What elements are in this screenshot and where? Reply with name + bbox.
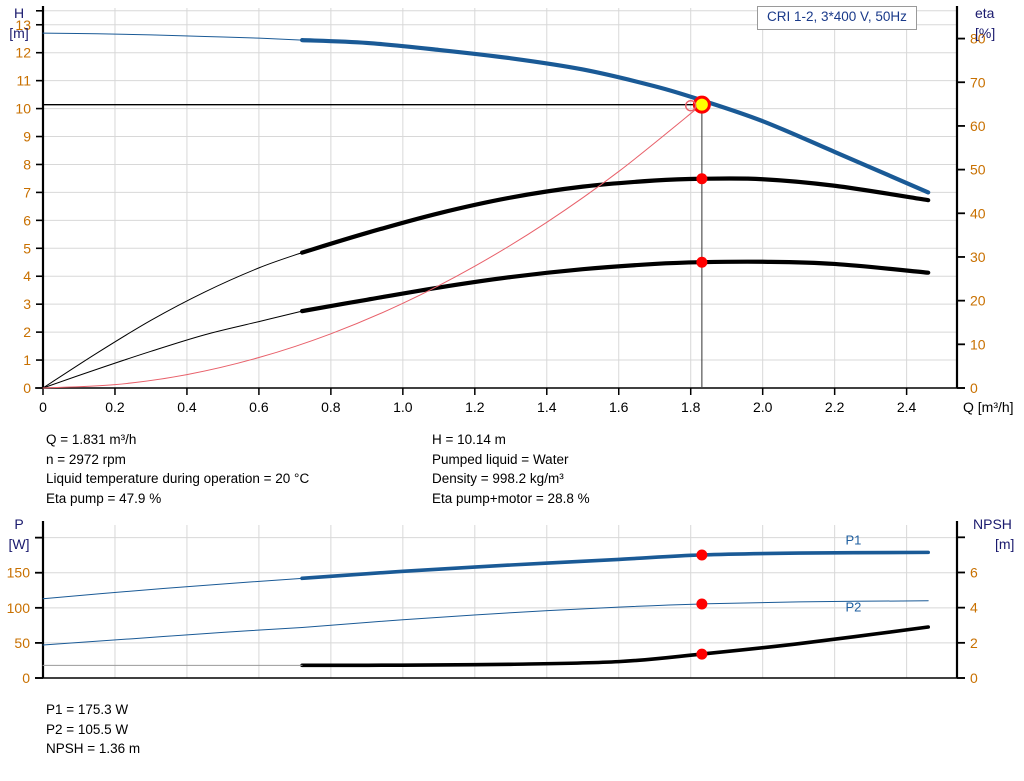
left-axis-tick-label: 50 xyxy=(14,635,30,651)
x-axis-tick-label: 2.2 xyxy=(825,399,845,415)
right-axis-tick-label: 4 xyxy=(970,600,978,616)
left-axis-tick-label: 6 xyxy=(23,212,31,228)
readout-bottom-line: P2 = 105.5 W xyxy=(46,721,129,737)
x-axis-tick-label: 1.0 xyxy=(393,399,413,415)
x-axis-tick-label: 0.6 xyxy=(249,399,269,415)
x-axis-tick-label: 0.8 xyxy=(321,399,341,415)
right-axis-name: eta xyxy=(975,5,995,21)
right-axis-tick-label: 10 xyxy=(970,336,986,352)
left-axis-unit: [W] xyxy=(9,536,30,552)
chart-title-text: CRI 1-2, 3*400 V, 50Hz xyxy=(767,9,907,24)
left-axis-tick-label: 12 xyxy=(15,45,31,61)
readout-bottom-line: P1 = 175.3 W xyxy=(46,702,129,717)
left-axis-tick-label: 150 xyxy=(7,565,31,581)
right-axis-tick-label: 40 xyxy=(970,205,986,221)
left-axis-tick-label: 4 xyxy=(23,268,31,284)
efficiency-point-marker xyxy=(696,173,708,185)
left-axis-tick-label: 5 xyxy=(23,240,31,256)
right-axis-tick-label: 50 xyxy=(970,162,986,178)
x-axis-tick-label: 2.0 xyxy=(753,399,773,415)
left-axis-tick-label: 8 xyxy=(23,156,31,172)
x-axis-tick-label: 1.6 xyxy=(609,399,629,415)
chart-title-box: CRI 1-2, 3*400 V, 50Hz xyxy=(757,6,917,30)
left-axis-tick-label: 0 xyxy=(22,670,30,686)
series-p2-extended xyxy=(42,626,303,646)
readout-right-line: Density = 998.2 kg/m³ xyxy=(432,471,564,486)
right-axis-tick-label: 0 xyxy=(970,670,978,686)
left-axis-tick-label: 9 xyxy=(23,129,31,145)
p2-point-marker xyxy=(696,598,708,610)
series-p1 xyxy=(300,550,931,581)
readout-bottom-column: P1 = 175.3 W P2 = 105.5 W NPSH = 1.36 m xyxy=(46,700,140,759)
duty-point-marker xyxy=(692,95,711,114)
right-axis-tick-label: 30 xyxy=(970,249,986,265)
readout-right-line: Eta pump+motor = 28.8 % xyxy=(432,490,590,506)
x-axis-tick-label: 0.4 xyxy=(177,399,197,415)
left-axis-tick-label: 100 xyxy=(7,600,31,616)
power-npsh-chart: 0 50 100 150 0 2 4 6 P [W] NPSH [m] P1 P2 xyxy=(7,516,1015,686)
left-axis-tick-label: 1 xyxy=(23,352,31,368)
right-axis-tick-label: 70 xyxy=(970,74,986,90)
series-eta-pump-duty-range xyxy=(299,176,931,255)
right-axis-tick-label: 0 xyxy=(970,380,978,396)
x-axis-tick-label: 1.8 xyxy=(681,399,701,415)
bottom-chart-group: 0 50 100 150 0 2 4 6 P [W] NPSH [m] P1 P2 xyxy=(7,516,1015,686)
readout-left-line: Liquid temperature during operation = 20… xyxy=(46,471,310,486)
right-axis-tick-label: 6 xyxy=(970,564,978,580)
left-axis-tick-label: 10 xyxy=(15,101,31,117)
left-axis-name: H xyxy=(14,5,24,21)
series-eta-pump-motor-extended-range xyxy=(42,310,303,389)
series-p1-extended xyxy=(42,577,303,600)
left-axis-tick-label: 13 xyxy=(15,17,31,33)
series-system-curve xyxy=(42,104,703,389)
left-axis-tick-label: 11 xyxy=(16,73,31,89)
right-axis-name: NPSH xyxy=(973,516,1012,532)
npsh-point-marker xyxy=(696,648,708,660)
left-axis-tick-label: 7 xyxy=(23,184,31,200)
right-axis-tick-label: 60 xyxy=(970,118,986,134)
left-axis-unit: [m] xyxy=(9,25,28,41)
readout-right-line: Pumped liquid = Water xyxy=(432,451,569,467)
series-head-h-extended-range xyxy=(42,32,303,41)
p2-curve-label: P2 xyxy=(845,599,861,614)
readout-bottom-line: NPSH = 1.36 m xyxy=(46,741,141,756)
series-npsh xyxy=(300,625,931,668)
left-axis-tick-label: 3 xyxy=(23,296,31,312)
x-axis-title: Q [m³/h] xyxy=(963,399,1014,415)
readout-right-column: H = 10.14 m Pumped liquid = Water Density … xyxy=(432,430,590,508)
right-axis-unit: [%] xyxy=(975,25,995,41)
readout-left-column: Q = 1.831 m³/h n = 2972 rpm Liquid tempera… xyxy=(46,430,309,508)
readout-left-line: Q = 1.831 m³/h xyxy=(46,432,137,447)
series-p2 xyxy=(301,600,929,628)
series-eta-pump-motor-duty-range xyxy=(299,259,931,314)
left-axis-tick-label: 0 xyxy=(23,380,31,396)
readout-left-line: Eta pump = 47.9 % xyxy=(46,490,162,506)
series-head-h-duty-range xyxy=(299,38,931,195)
right-axis-tick-label: 2 xyxy=(970,635,978,651)
series-eta-pump-extended-range xyxy=(42,252,303,389)
system-curve-point-marker xyxy=(685,99,697,112)
x-axis-tick-label: 1.2 xyxy=(465,399,485,415)
right-axis-unit: [m] xyxy=(995,536,1014,552)
x-axis-tick-label: 2.4 xyxy=(897,399,917,415)
p1-curve-label: P1 xyxy=(845,533,861,548)
efficiency-point-marker xyxy=(696,256,708,268)
x-axis-tick-label: 0.2 xyxy=(105,399,125,415)
x-axis-tick-label: 1.4 xyxy=(537,399,557,415)
left-axis-tick-label: 2 xyxy=(23,324,31,340)
readout-right-line: H = 10.14 m xyxy=(432,432,506,447)
right-axis-tick-label: 80 xyxy=(970,31,986,47)
readout-left-line: n = 2972 rpm xyxy=(46,451,126,467)
p1-point-marker xyxy=(696,549,708,561)
right-axis-tick-label: 20 xyxy=(970,293,986,309)
x-axis-tick-label: 0 xyxy=(39,399,47,415)
left-axis-name: P xyxy=(14,516,23,532)
